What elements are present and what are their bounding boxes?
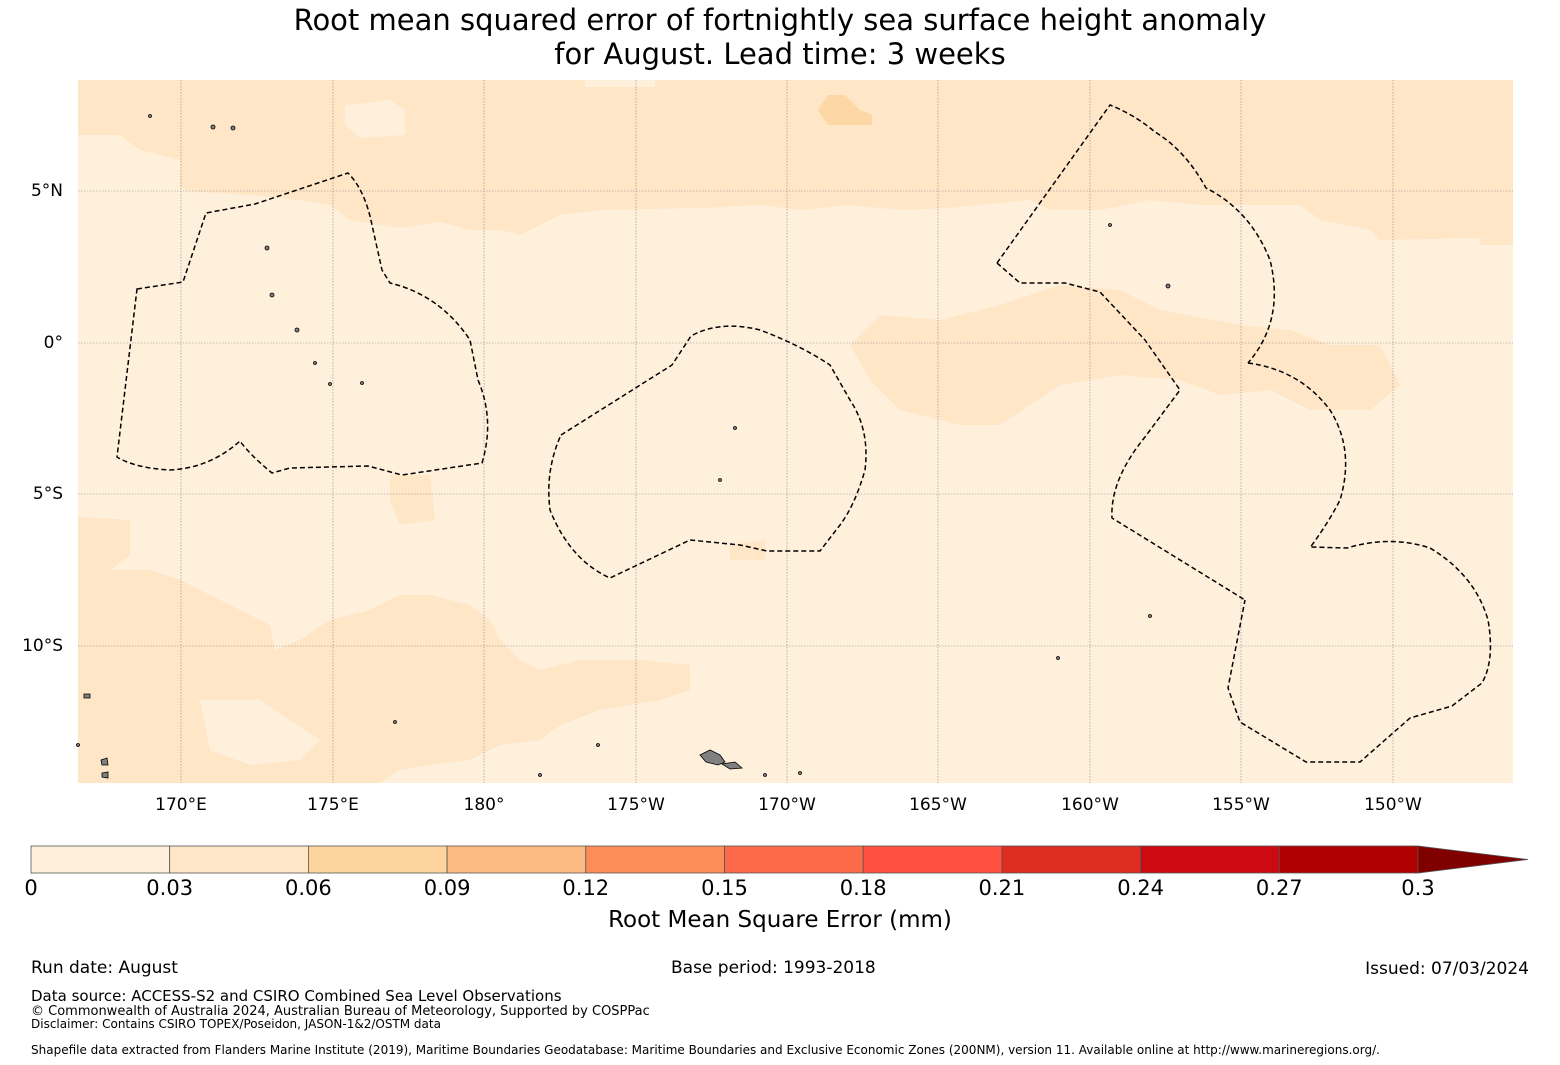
rmse-patch-nw bbox=[345, 100, 405, 138]
copyright: © Commonwealth of Australia 2024, Austra… bbox=[31, 1004, 650, 1019]
colorbar-extend-arrow bbox=[1417, 845, 1529, 874]
lat-label-0: 0° bbox=[43, 333, 63, 353]
colorbar-tick-label: 0.09 bbox=[423, 876, 471, 900]
lat-label-5n: 5°N bbox=[30, 181, 63, 201]
rmse-field bbox=[78, 80, 1513, 783]
disclaimer: Disclaimer: Contains CSIRO TOPEX/Poseido… bbox=[31, 1017, 441, 1031]
lon-label: 170°W bbox=[758, 795, 816, 815]
colorbar-segment bbox=[307, 845, 448, 874]
rmse-patch-north bbox=[818, 95, 872, 125]
colorbar-tick-label: 0.21 bbox=[978, 876, 1026, 900]
colorbar-segment bbox=[1278, 845, 1419, 874]
lon-label: 155°W bbox=[1212, 795, 1270, 815]
rmse-patch-top bbox=[585, 80, 655, 87]
rmse-patch-south bbox=[200, 700, 320, 765]
colorbar-segment bbox=[585, 845, 725, 874]
colorbar-segment bbox=[1140, 845, 1280, 874]
lon-label: 180° bbox=[463, 795, 505, 815]
map-gridlines bbox=[78, 80, 1513, 783]
lon-label: 170°E bbox=[155, 795, 207, 815]
island-small bbox=[101, 771, 109, 779]
data-source: Data source: ACCESS-S2 and CSIRO Combine… bbox=[31, 987, 562, 1005]
colorbar-tick-label: 0.15 bbox=[701, 876, 748, 900]
rmse-patch-southcentral bbox=[390, 475, 435, 525]
lon-label: 175°E bbox=[307, 795, 359, 815]
base-period: Base period: 1993-2018 bbox=[671, 958, 876, 978]
colorbar-segment bbox=[446, 845, 587, 874]
lon-label: 160°W bbox=[1061, 795, 1119, 815]
eez-boundaries bbox=[116, 104, 1492, 763]
lon-label: 175°W bbox=[607, 795, 665, 815]
island-samoa-east bbox=[720, 761, 743, 770]
map-title-line2: for August. Lead time: 3 weeks bbox=[554, 37, 1006, 71]
colorbar-segment bbox=[169, 845, 309, 874]
colorbar-segment bbox=[1001, 845, 1142, 874]
eez-boundary-west bbox=[116, 172, 489, 476]
run-date: Run date: August bbox=[31, 958, 178, 978]
eez-boundary-central bbox=[548, 325, 867, 579]
eez-boundary-east-north bbox=[996, 104, 1276, 364]
colorbar bbox=[30, 845, 1529, 874]
rmse-band-north bbox=[78, 80, 1513, 245]
colorbar-segment bbox=[862, 845, 1003, 874]
issued-date: Issued: 07/03/2024 bbox=[1365, 959, 1529, 979]
island-small bbox=[100, 757, 109, 766]
eez-boundary-east-inner bbox=[996, 262, 1246, 601]
rmse-band-equator bbox=[850, 285, 1400, 425]
colorbar-tick-label: 0.06 bbox=[285, 876, 332, 900]
map-title-line1: Root mean squared error of fortnightly s… bbox=[293, 3, 1267, 37]
colorbar-tick-label: 0.24 bbox=[1117, 876, 1164, 900]
lat-label-5s: 5°S bbox=[32, 484, 63, 504]
island-small bbox=[83, 693, 91, 699]
colorbar-segment bbox=[30, 845, 171, 874]
colorbar-tick-label: 0.03 bbox=[146, 876, 194, 900]
colorbar-segment bbox=[724, 845, 864, 874]
colorbar-tick-label: 0.18 bbox=[839, 876, 887, 900]
colorbar-tick-label: 0 bbox=[24, 876, 38, 900]
islands bbox=[76, 114, 1171, 779]
lon-label: 150°W bbox=[1364, 795, 1422, 815]
colorbar-tick-label: 0.12 bbox=[562, 876, 610, 900]
lon-label: 165°W bbox=[909, 795, 967, 815]
island-samoa bbox=[699, 749, 726, 766]
lat-label-10s: 10°S bbox=[22, 636, 63, 656]
shapefile-credit: Shapefile data extracted from Flanders M… bbox=[31, 1043, 1380, 1057]
colorbar-tick-label: 0.3 bbox=[1401, 876, 1435, 900]
eez-boundary-east-south bbox=[1227, 362, 1492, 763]
colorbar-label: Root Mean Square Error (mm) bbox=[608, 907, 952, 933]
colorbar-tick-label: 0.27 bbox=[1255, 876, 1303, 900]
